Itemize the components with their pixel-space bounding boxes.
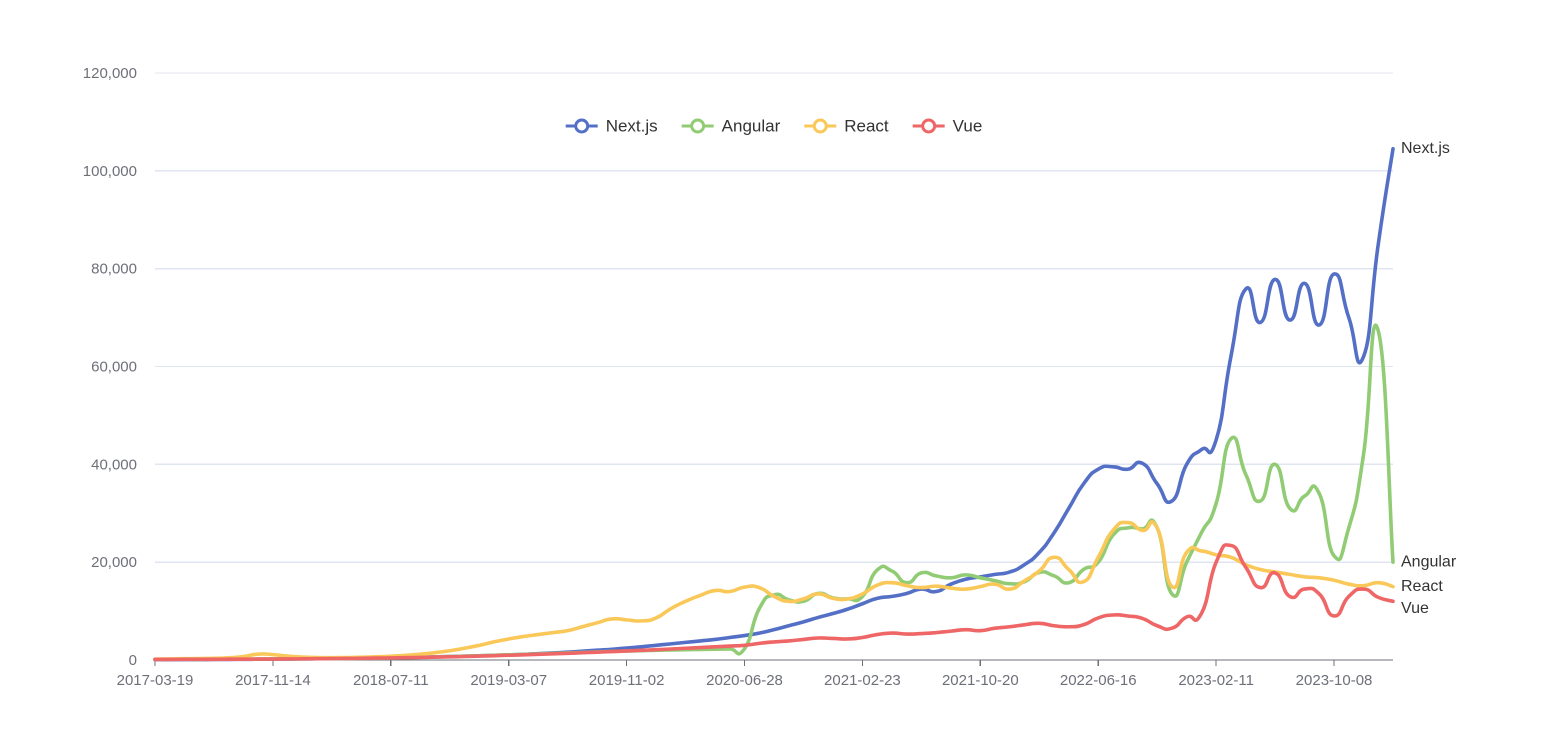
x-axis-tick-label: 2017-11-14 (235, 672, 311, 689)
series-endpoint-labels: Next.js Angular React Vue (1401, 140, 1457, 617)
endpoint-label-react: React (1401, 578, 1443, 595)
legend-item-angular[interactable]: Angular (681, 116, 781, 135)
series-line-next-js (153, 147, 1395, 662)
y-axis-tick-label: 100,000 (83, 163, 137, 180)
legend-marker-circle-icon (812, 118, 828, 134)
legend-item-next-js[interactable]: Next.js (565, 116, 658, 135)
endpoint-label-vue: Vue (1401, 600, 1429, 617)
y-axis-tick-label: 120,000 (83, 65, 137, 82)
legend-label: Angular (722, 116, 781, 135)
y-axis-tick-label: 0 (129, 652, 137, 669)
x-axis-tick-label: 2021-02-23 (824, 672, 901, 689)
legend-marker-circle-icon (690, 118, 706, 134)
x-axis-tick-label: 2023-10-08 (1296, 672, 1373, 689)
gridlines (155, 72, 1393, 563)
endpoint-label-next-js: Next.js (1401, 140, 1450, 157)
legend-label: Vue (953, 116, 983, 135)
x-axis-tick-label: 2023-02-11 (1178, 672, 1254, 689)
chart-legend[interactable]: Next.js Angular React Vue (565, 116, 983, 135)
y-axis-tick-label: 40,000 (91, 456, 137, 473)
series-line-vue (153, 543, 1395, 662)
legend-label: Next.js (606, 116, 658, 135)
x-axis-tick-label: 2021-10-20 (942, 672, 1019, 689)
y-axis-tick-label: 60,000 (91, 359, 137, 376)
y-axis-tick-label: 20,000 (91, 554, 137, 571)
x-axis-tick-label: 2018-07-11 (353, 672, 429, 689)
x-axis-tick-label: 2022-06-16 (1060, 672, 1137, 689)
legend-item-vue[interactable]: Vue (912, 116, 983, 135)
legend-marker-circle-icon (574, 118, 590, 134)
series-lines (153, 147, 1395, 662)
axes (154, 659, 1393, 666)
x-axis-tick-label: 2019-03-07 (470, 672, 547, 689)
endpoint-label-angular: Angular (1401, 553, 1457, 570)
x-axis-tick-label: 2019-11-02 (589, 672, 665, 689)
legend-marker-circle-icon (921, 118, 937, 134)
series-line-angular (153, 323, 1395, 662)
x-axis-tick-label: 2017-03-19 (117, 672, 194, 689)
x-axis-tick-label: 2020-06-28 (706, 672, 783, 689)
y-axis-tick-labels: 0 20,000 40,000 60,000 80,000 100,000 120,000 (83, 65, 137, 669)
y-axis-tick-label: 80,000 (91, 261, 137, 278)
legend-label: React (844, 116, 889, 135)
x-axis-tick-labels: 2017-03-19 2017-11-14 2018-07-11 2019-03-07… (117, 672, 1373, 689)
legend-item-react[interactable]: React (804, 116, 889, 135)
